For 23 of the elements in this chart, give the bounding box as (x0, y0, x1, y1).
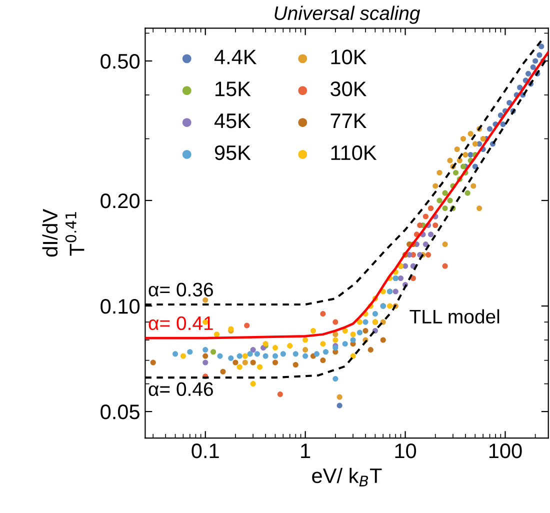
chart-title: Universal scaling (274, 6, 420, 24)
x-tick-label: 1 (301, 444, 310, 458)
legend-label: 15K (216, 82, 251, 96)
series-label: α= 0.41 (148, 316, 213, 330)
legend-label: 10K (331, 50, 367, 64)
annotation: TLL model (410, 309, 500, 324)
x-tick-label: 10 (395, 444, 416, 458)
legend-label: 110K (331, 145, 377, 160)
x-tick-label: 0.1 (192, 444, 219, 458)
y-tick-label: 0.10 (100, 299, 140, 314)
legend-label: 4.4K (214, 50, 257, 64)
legend-label: 30K (330, 82, 367, 96)
series-label: α= 0.46 (148, 382, 213, 396)
y-tick-label: 0.20 (100, 193, 140, 208)
x-axis-title: eV/ k$_{B}$T (312, 468, 382, 486)
y-tick-label: 0.50 (100, 54, 140, 69)
y-tick-label: 0.05 (100, 404, 140, 420)
series-label: α= 0.36 (148, 282, 213, 296)
legend-label: 77K (330, 114, 367, 128)
x-tick-label: 100 (489, 444, 522, 458)
legend-label: 95K (214, 145, 251, 160)
legend-label: 45K (214, 114, 251, 128)
y-axis-title: dI/dV T$^{0.41}$ (42, 208, 84, 257)
